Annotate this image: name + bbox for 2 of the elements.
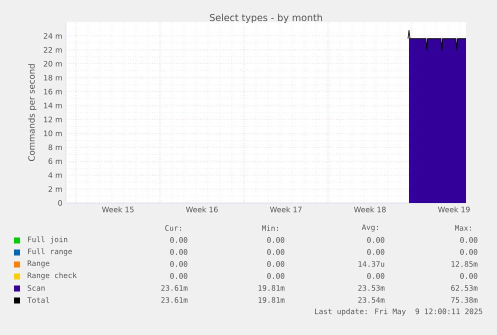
- chart-title: Select types - by month: [210, 14, 322, 23]
- y-axis-title: Commands per second: [28, 64, 36, 161]
